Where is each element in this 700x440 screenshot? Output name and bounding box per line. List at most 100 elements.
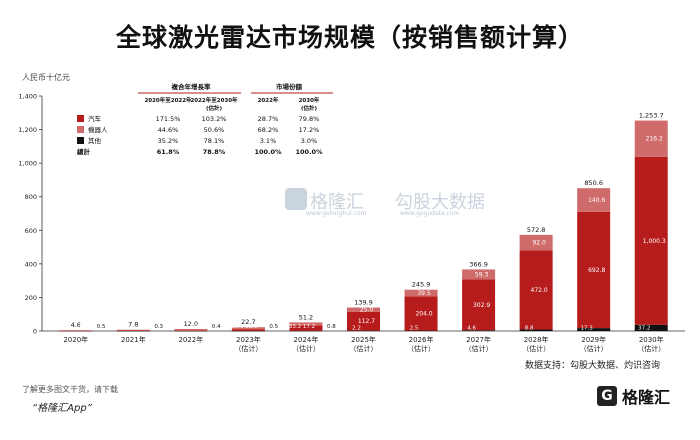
bar-segment bbox=[634, 324, 668, 331]
x-tick-label: 2026年 bbox=[409, 335, 434, 344]
legend-column-header: (估計) bbox=[206, 104, 223, 112]
segment-label: 2.4 bbox=[118, 324, 127, 330]
x-tick-label: 2025年 bbox=[351, 335, 376, 344]
segment-label: 302.9 bbox=[473, 302, 490, 309]
segment-label: 39.5 bbox=[417, 290, 431, 297]
bar-segment bbox=[577, 328, 611, 331]
y-tick-label: 1,000 bbox=[18, 160, 37, 168]
x-tick-label: 2020年 bbox=[63, 335, 88, 344]
bar-total-label: 4.6 bbox=[71, 321, 81, 329]
segment-label: 11.6 bbox=[245, 324, 258, 330]
segment-label: 0.3 bbox=[154, 324, 163, 330]
x-tick-label: 2029年 bbox=[581, 335, 606, 344]
bar-segment bbox=[347, 311, 380, 331]
legend-group-header: 複合年增長率 bbox=[171, 82, 212, 91]
watermark-right-sub: www.gogudata.com bbox=[400, 210, 460, 217]
y-tick-label: 1,400 bbox=[18, 93, 37, 101]
segment-label: 472.0 bbox=[531, 287, 548, 294]
segment-label: 25.0 bbox=[360, 307, 374, 314]
legend-cell: 78.1% bbox=[204, 137, 225, 145]
x-tick-label: 2030年 bbox=[639, 335, 664, 344]
bar-segment bbox=[289, 325, 323, 331]
segment-label: 0.5 bbox=[97, 324, 106, 330]
brand-name: 格隆汇 bbox=[621, 388, 670, 407]
legend-swatch bbox=[77, 126, 84, 133]
y-tick-label: 200 bbox=[25, 294, 37, 302]
legend-cell: 3.0% bbox=[301, 137, 318, 145]
bar-segment bbox=[404, 296, 438, 331]
y-axis-unit: 人民币十亿元 bbox=[22, 73, 70, 82]
bar-total-label: 51.2 bbox=[299, 313, 313, 321]
legend-cell: 100.0% bbox=[295, 148, 323, 156]
x-tick-label: （估计） bbox=[292, 344, 320, 353]
y-tick-label: 1,200 bbox=[18, 126, 37, 134]
data-source: 数据支持：勾股大数据、灼识咨询 bbox=[524, 361, 660, 371]
watermark-right: 勾股大数据 bbox=[395, 192, 485, 213]
segment-label: 216.2 bbox=[646, 136, 663, 143]
x-tick-label: （估计） bbox=[350, 344, 378, 353]
segment-label: 1.1 bbox=[60, 324, 69, 330]
legend-cell: 28.7% bbox=[258, 115, 279, 123]
segment-label: 1,000.3 bbox=[643, 238, 666, 245]
x-tick-label: 2024年 bbox=[294, 335, 319, 344]
legend-column-header: (估計) bbox=[301, 104, 318, 112]
footer-app-name: “格隆汇App” bbox=[32, 403, 92, 414]
legend-column-header: 2020年至2022年 bbox=[144, 96, 192, 104]
legend-group-header: 市場份額 bbox=[276, 82, 303, 91]
bar-segment bbox=[347, 307, 380, 312]
x-tick-label: 2022年 bbox=[178, 335, 203, 344]
y-tick-label: 400 bbox=[25, 260, 37, 268]
bar-total-label: 22.7 bbox=[241, 318, 255, 326]
bar-segment bbox=[462, 279, 496, 331]
x-tick-label: 2021年 bbox=[121, 335, 146, 344]
brand: G 格隆汇 bbox=[596, 384, 670, 408]
legend-column-header: 2022年 bbox=[258, 96, 279, 104]
legend-column-header: 2022年至2030年 bbox=[190, 96, 238, 104]
x-tick-label: （估计） bbox=[637, 344, 665, 353]
bar-total-label: 139.9 bbox=[354, 299, 373, 307]
bar-segment bbox=[519, 234, 553, 251]
segment-label: 0.4 bbox=[212, 324, 221, 330]
segment-label: 112.7 bbox=[358, 318, 375, 325]
bar-total-label: 850.6 bbox=[584, 179, 603, 187]
legend-cell: 35.2% bbox=[158, 137, 179, 145]
bar-total-label: 12.0 bbox=[184, 320, 198, 328]
bar-segment bbox=[289, 322, 323, 326]
bar-segment bbox=[174, 330, 208, 331]
legend-cell: 78.8% bbox=[203, 148, 226, 156]
chart-title: 全球激光雷达市场规模（按销售额计算） bbox=[115, 23, 584, 52]
bar-segment bbox=[577, 188, 611, 212]
legend-row-name: 汽车 bbox=[88, 114, 102, 123]
segment-label: 2.5 bbox=[410, 326, 419, 332]
bar-segment bbox=[116, 329, 150, 331]
segment-label: 10.6 bbox=[231, 324, 244, 330]
bar-segment bbox=[519, 250, 553, 330]
footer-note: 了解更多图文干货，请下载 bbox=[22, 385, 118, 394]
bar-total-label: 7.8 bbox=[128, 321, 138, 329]
x-tick-label: （估计） bbox=[234, 344, 262, 353]
segment-label: 8.8 bbox=[525, 326, 534, 332]
y-tick-label: 0 bbox=[33, 328, 37, 336]
legend-cell: 50.6% bbox=[204, 126, 225, 134]
legend-swatch bbox=[77, 115, 84, 122]
legend-cell: 3.1% bbox=[260, 137, 277, 145]
y-tick-label: 600 bbox=[25, 227, 37, 235]
segment-label: 0.5 bbox=[269, 324, 278, 330]
y-tick-label: 800 bbox=[25, 193, 37, 201]
bar-total-label: 572.8 bbox=[527, 226, 546, 234]
segment-label: 140.6 bbox=[588, 197, 605, 204]
bar-segment bbox=[231, 327, 265, 330]
legend-cell: 79.8% bbox=[299, 115, 320, 123]
legend-row-name: 其他 bbox=[88, 136, 102, 145]
bar-segment bbox=[634, 120, 668, 157]
brand-logo-icon: G bbox=[596, 386, 617, 406]
legend-cell: 68.2% bbox=[258, 126, 279, 134]
legend-column-header: 2030年 bbox=[299, 96, 320, 104]
segment-label: 8.2 bbox=[189, 324, 198, 330]
x-tick-label: （估计） bbox=[407, 344, 435, 353]
watermark-left-sub: www.gelonghui.com bbox=[306, 210, 367, 217]
x-tick-label: 2028年 bbox=[524, 335, 549, 344]
bar-segment bbox=[519, 329, 553, 331]
x-tick-label: （估计） bbox=[522, 344, 550, 353]
